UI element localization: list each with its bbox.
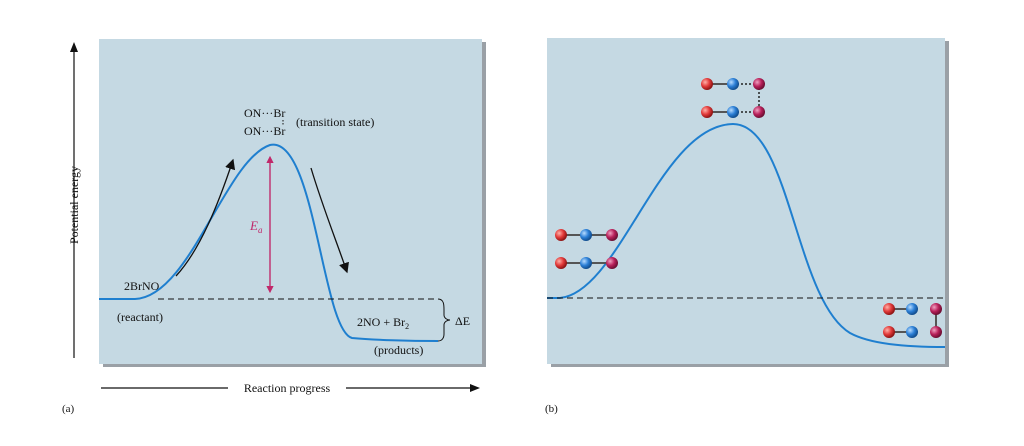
nitrogen-atom (727, 106, 739, 118)
panel-b-energy-curve (547, 122, 946, 348)
bromine-atom (606, 229, 618, 241)
products-note: (products) (374, 343, 423, 357)
products-formula: 2NO + Br2 (357, 315, 409, 331)
oxygen-atom (883, 303, 895, 315)
nitrogen-atom (906, 303, 918, 315)
reactant-molecules (555, 229, 618, 269)
oxygen-atom (883, 326, 895, 338)
nitrogen-atom (906, 326, 918, 338)
y-axis: Potential energy (67, 42, 81, 358)
bromine-atom (930, 303, 942, 315)
oxygen-atom (701, 78, 713, 90)
oxygen-atom (701, 106, 713, 118)
x-axis: Reaction progress (101, 381, 480, 395)
y-axis-arrowhead (70, 42, 78, 52)
nitrogen-atom (727, 78, 739, 90)
product-molecules (883, 303, 942, 338)
nitrogen-atom (580, 229, 592, 241)
bromine-atom (753, 78, 765, 90)
y-axis-label: Potential energy (67, 166, 81, 244)
x-axis-arrowhead (470, 384, 480, 392)
ea-label: Ea (249, 218, 263, 235)
ts-line-1: ON···Br (244, 106, 285, 120)
oxygen-atom (555, 257, 567, 269)
panel-a-downhill-arrow (310, 167, 349, 274)
bromine-atom (930, 326, 942, 338)
ts-note: (transition state) (296, 115, 374, 129)
panel-a-uphill-arrow (175, 158, 236, 277)
panel-a-energy-curve (99, 143, 439, 342)
transition-state-molecules (701, 78, 765, 118)
bromine-atom (606, 257, 618, 269)
panel-a-background (99, 39, 482, 364)
x-axis-label: Reaction progress (244, 381, 331, 395)
delta-e-label: ΔE (455, 314, 470, 328)
panel-a: Ea ON···Br ON···Br (transition state) 2B… (99, 39, 486, 367)
bromine-atom (753, 106, 765, 118)
panel-b (547, 38, 949, 367)
reactant-note: (reactant) (117, 310, 163, 324)
reactant-formula: 2BrNO (124, 279, 160, 293)
panel-b-letter: (b) (545, 403, 558, 415)
panel-a-letter: (a) (62, 403, 75, 415)
delta-e-brace (437, 298, 451, 342)
ts-line-2: ON···Br (244, 124, 285, 138)
panel-b-background (547, 38, 945, 364)
oxygen-atom (555, 229, 567, 241)
nitrogen-atom (580, 257, 592, 269)
